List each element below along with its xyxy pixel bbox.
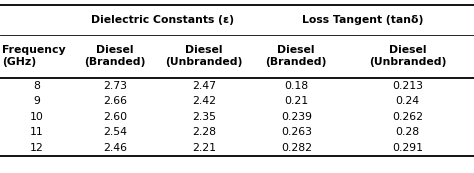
Text: Loss Tangent (tanδ): Loss Tangent (tanδ) (302, 15, 423, 25)
Text: 8: 8 (33, 81, 40, 91)
Text: 2.66: 2.66 (103, 96, 127, 106)
Text: 0.239: 0.239 (281, 112, 312, 122)
Text: 0.28: 0.28 (396, 127, 419, 137)
Text: Dielectric Constants (ε): Dielectric Constants (ε) (91, 15, 234, 25)
Text: Diesel
(Unbranded): Diesel (Unbranded) (369, 45, 447, 67)
Text: 0.21: 0.21 (284, 96, 308, 106)
Text: 2.46: 2.46 (103, 143, 127, 153)
Text: 10: 10 (30, 112, 44, 122)
Text: 2.73: 2.73 (103, 81, 127, 91)
Text: Diesel
(Branded): Diesel (Branded) (84, 45, 146, 67)
Text: 0.291: 0.291 (392, 143, 423, 153)
Text: 0.282: 0.282 (281, 143, 312, 153)
Text: 0.24: 0.24 (396, 96, 419, 106)
Text: 2.60: 2.60 (103, 112, 127, 122)
Text: 2.47: 2.47 (192, 81, 216, 91)
Text: Diesel
(Unbranded): Diesel (Unbranded) (165, 45, 243, 67)
Text: 2.28: 2.28 (192, 127, 216, 137)
Text: 0.18: 0.18 (284, 81, 308, 91)
Text: 2.35: 2.35 (192, 112, 216, 122)
Text: 0.213: 0.213 (392, 81, 423, 91)
Text: 9: 9 (33, 96, 40, 106)
Text: 2.21: 2.21 (192, 143, 216, 153)
Text: 0.262: 0.262 (392, 112, 423, 122)
Text: 12: 12 (30, 143, 44, 153)
Text: 11: 11 (30, 127, 44, 137)
Text: 2.54: 2.54 (103, 127, 127, 137)
Text: Diesel
(Branded): Diesel (Branded) (265, 45, 327, 67)
Text: Frequency
(GHz): Frequency (GHz) (2, 45, 66, 67)
Text: 2.42: 2.42 (192, 96, 216, 106)
Text: 0.263: 0.263 (281, 127, 312, 137)
